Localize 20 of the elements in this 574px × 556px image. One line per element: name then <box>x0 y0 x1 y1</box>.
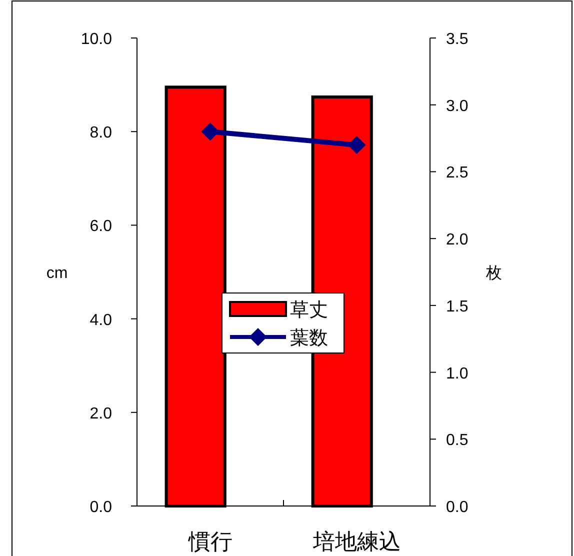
y-tick-label: 10.0 <box>80 31 112 48</box>
x-tick-label: 慣行 <box>187 529 232 554</box>
y2-axis-title: 枚 <box>485 265 502 282</box>
y2-tick-label: 2.0 <box>446 232 468 249</box>
legend-label: 葉数 <box>290 328 328 349</box>
legend-label: 草丈 <box>290 300 328 321</box>
y2-tick-label: 3.5 <box>446 31 468 48</box>
y-tick-label: 2.0 <box>90 405 112 422</box>
y2-tick-label: 1.0 <box>446 365 468 382</box>
y-tick-label: 6.0 <box>90 218 112 236</box>
y-axis-title: cm <box>46 265 68 282</box>
y-tick-label: 4.0 <box>90 312 112 329</box>
y2-tick-label: 3.0 <box>446 98 468 115</box>
y2-tick-label: 1.5 <box>446 298 468 316</box>
y-tick-label: 0.0 <box>90 499 112 516</box>
y2-tick-label: 0.0 <box>446 499 468 516</box>
y2-tick-label: 2.5 <box>446 164 468 182</box>
y-tick-label: 8.0 <box>90 124 112 142</box>
x-tick-label: 培地練込 <box>312 529 401 554</box>
y2-tick-label: 0.5 <box>446 432 468 450</box>
